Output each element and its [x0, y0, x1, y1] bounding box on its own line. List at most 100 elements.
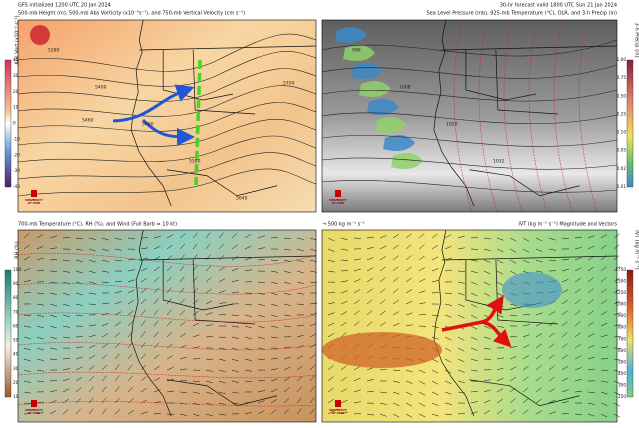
wind-barb	[75, 237, 83, 240]
ivt-vector	[392, 277, 399, 283]
ivt-vector	[509, 398, 516, 404]
wind-barb	[179, 413, 187, 416]
wind-barb	[270, 388, 278, 393]
wind-barb	[244, 245, 252, 250]
ivt-vector	[496, 357, 504, 360]
ivt-vector	[496, 325, 504, 328]
wind-barb	[283, 237, 291, 239]
wind-barb	[88, 248, 96, 252]
wind-barb	[75, 376, 83, 382]
wind-barb	[62, 388, 70, 393]
ivt-vector	[353, 268, 361, 272]
ivt-vector	[509, 270, 517, 275]
wind-barb	[296, 259, 304, 263]
ivt-vector	[340, 321, 347, 327]
wind-barb	[166, 367, 174, 371]
colorbar	[626, 59, 634, 188]
wind-barb	[179, 321, 186, 327]
ivt-vector	[574, 236, 582, 239]
ivt-vector	[327, 410, 335, 415]
ivt-vector	[405, 266, 412, 272]
wind-barb	[75, 303, 83, 306]
ivt-vector	[496, 388, 504, 393]
wind-barb	[127, 331, 133, 338]
logo-text: OF UTAH	[28, 411, 41, 415]
ivt-vector	[405, 312, 413, 316]
wind-barb	[283, 377, 291, 382]
wind-barb	[23, 314, 31, 316]
ivt-vector	[340, 376, 347, 382]
wind-barb	[270, 303, 278, 307]
wind-barb	[166, 309, 172, 316]
precip	[391, 152, 423, 169]
wind-barb	[140, 364, 147, 371]
logo-text: UNIVERSITY	[329, 198, 347, 202]
ivt-vector	[353, 366, 361, 371]
wind-barb	[166, 255, 173, 261]
colorbar-tick: -10	[13, 136, 20, 141]
panel-header: Sea Level Pressure (mb), 925-mb Temperat…	[427, 11, 618, 17]
wind-barb	[309, 313, 317, 316]
wind-barb	[36, 257, 44, 261]
ivt-vector	[444, 303, 452, 306]
ivt-vector	[418, 391, 426, 396]
ivt-vector	[535, 312, 543, 316]
wind-barb	[257, 325, 265, 329]
wind-barb	[153, 309, 159, 316]
ivt-vector	[392, 322, 400, 327]
wind-barb	[296, 303, 304, 305]
wind-barb	[62, 325, 70, 328]
wind-barb	[88, 355, 96, 360]
ivt-vector	[353, 278, 361, 283]
logo-mark	[31, 400, 37, 407]
wind-barb	[218, 302, 226, 305]
wind-barb	[101, 386, 107, 393]
wind-barb	[140, 267, 148, 272]
ivt-vector	[353, 310, 360, 316]
wind-barb	[179, 233, 186, 239]
colorbar-tick: 10	[13, 105, 19, 110]
annotation-arrow	[112, 84, 195, 123]
ivt-vector	[340, 399, 348, 404]
ivt-vector	[587, 413, 595, 417]
logo-mark	[335, 190, 341, 197]
logo-text: OF UTAH	[332, 411, 345, 415]
wind-barb	[205, 369, 213, 372]
wind-barb	[49, 314, 57, 318]
colorbar-tick: 0.75	[617, 75, 627, 80]
ivt-vector	[574, 278, 582, 283]
wind-barb	[75, 259, 83, 263]
wind-barb	[140, 288, 147, 294]
ivt-vector	[379, 368, 387, 371]
wind-barb	[153, 389, 161, 393]
ivt-vector	[431, 369, 439, 374]
wind-barb	[114, 259, 122, 262]
wind-barb	[140, 309, 146, 316]
wind-barb	[244, 380, 252, 382]
wind-barb	[49, 325, 57, 329]
ivt-vector	[548, 237, 556, 241]
wind-barb	[218, 347, 226, 350]
wind-barb	[49, 390, 57, 393]
wind-barb	[296, 408, 302, 415]
temp-contour	[578, 19, 598, 213]
wind-barb	[179, 254, 185, 261]
wind-barb	[75, 248, 83, 251]
logo-text: UNIVERSITY	[25, 198, 43, 202]
ivt-vector	[561, 321, 568, 327]
ivt-vector	[379, 256, 387, 261]
wind-barb	[62, 409, 69, 415]
ivt-vector	[600, 311, 608, 316]
logo-text: OF UTAH	[28, 201, 41, 205]
ivt-vector	[483, 336, 491, 340]
colorbar-tick: 1000	[615, 302, 626, 307]
ivt-vector	[470, 391, 478, 393]
colorbar-tick: 1250	[615, 290, 626, 295]
wind-barb	[205, 413, 213, 417]
ivt-vector	[366, 321, 373, 327]
colorbar-tick: 90	[13, 281, 19, 286]
ivt-vector	[340, 388, 348, 393]
ivt-vector	[483, 237, 491, 240]
wind-barb	[218, 369, 226, 373]
ivt-vector	[522, 344, 530, 349]
